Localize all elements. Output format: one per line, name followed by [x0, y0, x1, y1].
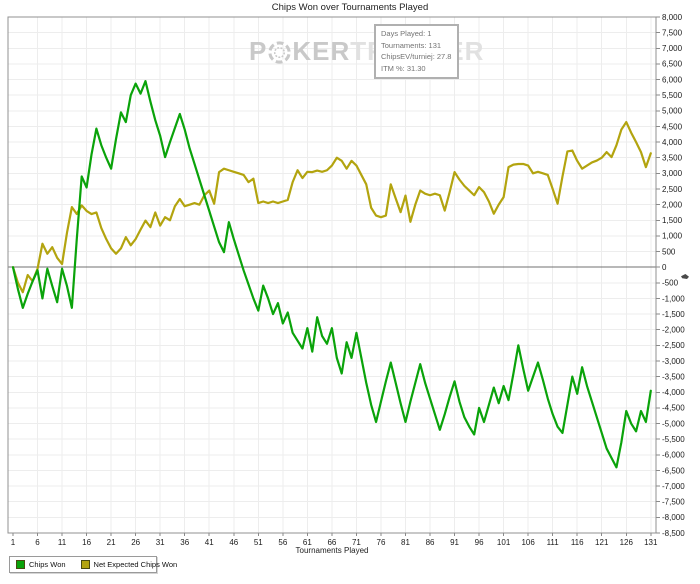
- y-axis-labels: 8,000 7,500 7,000 6,500 6,000 5,500 5,000 4,500…: [656, 13, 685, 538]
- x-axis-title: Tournaments Played: [295, 546, 369, 555]
- svg-text:-8,500: -8,500: [662, 529, 685, 538]
- svg-text:4,000: 4,000: [662, 138, 683, 147]
- stats-tooltip: Days Played: 1 Tournaments: 131 ChipsEV/…: [374, 24, 460, 79]
- svg-text:-1,000: -1,000: [662, 294, 685, 303]
- gridlines: [8, 16, 656, 534]
- svg-text:-5,000: -5,000: [662, 419, 685, 428]
- svg-text:81: 81: [401, 538, 410, 547]
- svg-text:96: 96: [475, 538, 484, 547]
- svg-text:126: 126: [620, 538, 634, 547]
- legend-label-net-expected: Net Expected Chips Won: [93, 560, 178, 569]
- svg-text:61: 61: [303, 538, 312, 547]
- svg-text:5,500: 5,500: [662, 91, 683, 100]
- svg-text:2,500: 2,500: [662, 185, 683, 194]
- svg-text:131: 131: [644, 538, 658, 547]
- svg-text:-7,000: -7,000: [662, 482, 685, 491]
- svg-text:86: 86: [426, 538, 435, 547]
- net-expected-chips-won-line: [11, 120, 652, 294]
- svg-text:-3,500: -3,500: [662, 372, 685, 381]
- svg-text:106: 106: [521, 538, 535, 547]
- svg-text:111: 111: [547, 538, 560, 547]
- svg-text:-500: -500: [662, 279, 679, 288]
- svg-text:121: 121: [595, 538, 609, 547]
- svg-text:116: 116: [571, 538, 584, 547]
- svg-text:0: 0: [662, 263, 667, 272]
- tooltip-line-chips-ev: ChipsEV/turniej: 27.8: [381, 52, 452, 61]
- svg-text:21: 21: [107, 538, 116, 547]
- chips-won-line: [11, 80, 652, 469]
- svg-text:-5,500: -5,500: [662, 435, 685, 444]
- page-title: Chips Won over Tournaments Played: [271, 2, 429, 13]
- svg-text:41: 41: [205, 538, 214, 547]
- svg-text:-6,000: -6,000: [662, 451, 685, 460]
- legend-item-chips-won: Chips Won: [16, 560, 66, 569]
- svg-text:1,500: 1,500: [662, 216, 683, 225]
- poker-chip-icon: [268, 40, 292, 64]
- svg-text:3,000: 3,000: [662, 169, 683, 178]
- legend-label-chips-won: Chips Won: [29, 560, 66, 569]
- svg-text:7,500: 7,500: [662, 28, 683, 37]
- net-expected-swatch: [80, 560, 90, 569]
- watermark-text-p: P: [249, 36, 268, 66]
- legend-item-net-expected: Net Expected Chips Won: [80, 560, 178, 569]
- svg-text:26: 26: [131, 538, 140, 547]
- svg-text:7,000: 7,000: [662, 44, 683, 53]
- chart-legend: Chips Won Net Expected Chips Won: [9, 556, 177, 573]
- svg-text:101: 101: [497, 538, 511, 547]
- svg-text:-1,500: -1,500: [662, 310, 685, 319]
- tooltip-line-tournaments: Tournaments: 131: [381, 40, 442, 50]
- tooltip-line-itm: ITM %: 31.30: [381, 63, 426, 73]
- svg-text:-6,500: -6,500: [662, 466, 685, 475]
- svg-text:-7,500: -7,500: [662, 498, 685, 507]
- svg-text:16: 16: [82, 538, 91, 547]
- svg-text:1: 1: [11, 538, 16, 547]
- tooltip-line-days-played: Days Played: 1: [381, 29, 432, 38]
- svg-text:1,000: 1,000: [662, 232, 683, 241]
- svg-text:2,000: 2,000: [662, 200, 683, 209]
- svg-text:-4,500: -4,500: [662, 404, 685, 413]
- svg-text:6,500: 6,500: [662, 60, 683, 69]
- svg-text:4,500: 4,500: [662, 122, 683, 131]
- svg-text:31: 31: [156, 538, 165, 547]
- svg-text:91: 91: [450, 538, 459, 547]
- svg-text:76: 76: [377, 538, 386, 547]
- mouse-cursor: [681, 274, 689, 279]
- svg-text:46: 46: [229, 538, 238, 547]
- watermark-text-ker: KER: [292, 36, 351, 66]
- svg-text:71: 71: [352, 538, 361, 547]
- svg-text:8,000: 8,000: [662, 13, 683, 22]
- svg-text:-3,000: -3,000: [662, 357, 685, 366]
- svg-text:66: 66: [327, 538, 336, 547]
- x-axis-labels: 1 6 11 16 21 26 31 36 41 46 51 56 61 66 71 76 81 86 91 96 10…: [11, 533, 658, 547]
- svg-text:-4,000: -4,000: [662, 388, 685, 397]
- svg-text:11: 11: [58, 538, 67, 547]
- svg-text:3,500: 3,500: [662, 154, 683, 163]
- svg-text:36: 36: [180, 538, 189, 547]
- svg-text:5,000: 5,000: [662, 107, 683, 116]
- svg-text:-2,500: -2,500: [662, 341, 685, 350]
- chips-won-swatch: [16, 560, 25, 569]
- svg-text:-2,000: -2,000: [662, 326, 685, 335]
- svg-text:51: 51: [254, 538, 263, 547]
- svg-text:6: 6: [35, 538, 40, 547]
- svg-text:56: 56: [278, 538, 287, 547]
- svg-text:6,000: 6,000: [662, 75, 683, 84]
- svg-text:500: 500: [662, 247, 676, 256]
- svg-text:-8,000: -8,000: [662, 513, 685, 522]
